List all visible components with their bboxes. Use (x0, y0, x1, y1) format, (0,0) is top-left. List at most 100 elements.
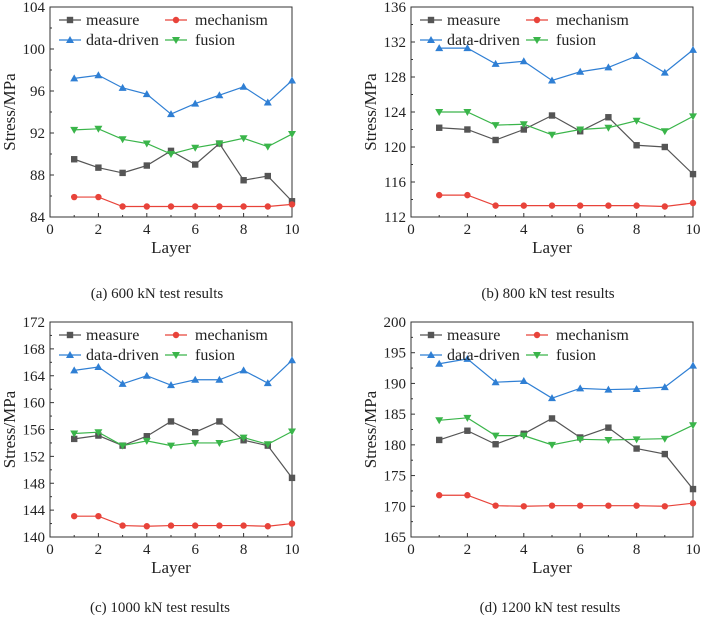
data-point (689, 170, 697, 178)
data-point (288, 201, 296, 208)
data-point (191, 144, 200, 152)
data-point (689, 500, 697, 507)
legend: measure mechanism data-driven fusion (420, 12, 629, 49)
y-axis-label: Stress/MPa (361, 390, 380, 468)
data-point (463, 354, 472, 362)
series-line (439, 417, 694, 446)
series-line (74, 515, 293, 527)
data-point (192, 522, 199, 529)
series-fusion (435, 414, 697, 449)
data-point (689, 113, 697, 121)
y-axis-label: Stress/MPa (0, 73, 19, 151)
data-point (143, 203, 150, 210)
series-measure (71, 140, 296, 205)
chart-panel-1: 0 2 4 6 8 10 84 88 92 96 100 104 Layer Stress/MPa meas… (0, 0, 300, 302)
data-point (70, 126, 79, 134)
data-point (239, 82, 248, 90)
data-point (660, 128, 669, 136)
data-point (605, 424, 612, 431)
data-point (71, 435, 78, 443)
y-tick-label: 164 (23, 369, 46, 385)
data-point (633, 502, 640, 509)
data-point (216, 418, 223, 425)
legend-label: data-driven (86, 347, 159, 364)
data-point (520, 503, 527, 510)
y-tick-label: 185 (384, 407, 407, 423)
data-point (605, 502, 612, 509)
panel-caption: (a) 600 kN test results (91, 286, 224, 302)
series-fusion (70, 428, 296, 450)
data-point (191, 375, 200, 383)
data-point (436, 436, 443, 444)
data-point (436, 492, 443, 499)
series-line (439, 194, 694, 208)
data-point (604, 124, 613, 132)
y-tick-label: 172 (23, 315, 46, 331)
data-point (216, 203, 223, 210)
series-data-driven (70, 356, 296, 389)
y-tick-label: 195 (384, 346, 407, 362)
legend-marker (427, 36, 435, 43)
legend-label: data-driven (86, 32, 159, 49)
series-line (74, 359, 293, 386)
x-tick-label: 4 (520, 222, 528, 238)
legend-marker (172, 16, 180, 24)
data-point (239, 135, 248, 143)
data-point (167, 151, 175, 158)
x-tick-label: 4 (520, 542, 528, 558)
data-point (632, 436, 641, 444)
legend: measure mechanism data-driven fusion (59, 327, 268, 364)
data-point (632, 384, 641, 392)
y-tick-label: 112 (384, 210, 406, 226)
data-point (264, 172, 271, 180)
y-tick-label: 96 (30, 84, 46, 100)
data-point (604, 385, 613, 393)
legend-label: data-driven (447, 347, 520, 364)
data-point (143, 162, 150, 169)
data-point (142, 437, 151, 445)
legend-label: measure (86, 327, 139, 344)
x-tick-label: 10 (686, 542, 701, 558)
legend-label: mechanism (195, 327, 268, 344)
y-tick-label: 100 (23, 42, 46, 58)
legend-marker (172, 352, 180, 359)
data-point (95, 193, 102, 201)
data-point (167, 418, 175, 425)
series-line (439, 417, 694, 490)
data-point (520, 126, 527, 133)
y-tick-label: 92 (30, 126, 45, 142)
data-point (288, 474, 296, 482)
data-point (492, 202, 499, 209)
x-tick-label: 2 (95, 222, 103, 238)
data-point (604, 436, 613, 444)
y-tick-label: 175 (384, 469, 407, 485)
data-point (604, 63, 613, 71)
y-tick-label: 116 (384, 175, 406, 191)
legend-marker (427, 331, 435, 339)
x-axis-label: Layer (532, 558, 572, 577)
data-point (167, 110, 175, 118)
y-tick-label: 140 (23, 530, 46, 546)
y-tick-label: 190 (384, 376, 407, 392)
legend-marker (533, 16, 541, 24)
x-tick-label: 0 (46, 542, 54, 558)
data-point (143, 433, 150, 440)
data-point (605, 114, 612, 121)
legend-label: fusion (195, 347, 235, 364)
series-mechanism (71, 193, 296, 210)
legend-label: measure (447, 327, 500, 344)
data-point (633, 445, 640, 452)
x-tick-label: 8 (633, 542, 641, 558)
data-point (520, 202, 527, 209)
series-line (439, 47, 694, 82)
x-tick-label: 2 (464, 542, 472, 558)
data-point (519, 432, 528, 440)
legend: measure mechanism data-driven fusion (420, 327, 629, 364)
y-tick-label: 84 (30, 210, 46, 226)
data-point (463, 44, 472, 52)
x-tick-label: 6 (191, 542, 199, 558)
y-tick-label: 132 (384, 35, 407, 51)
data-point (660, 383, 669, 391)
data-point (689, 422, 697, 430)
data-point (435, 359, 444, 367)
